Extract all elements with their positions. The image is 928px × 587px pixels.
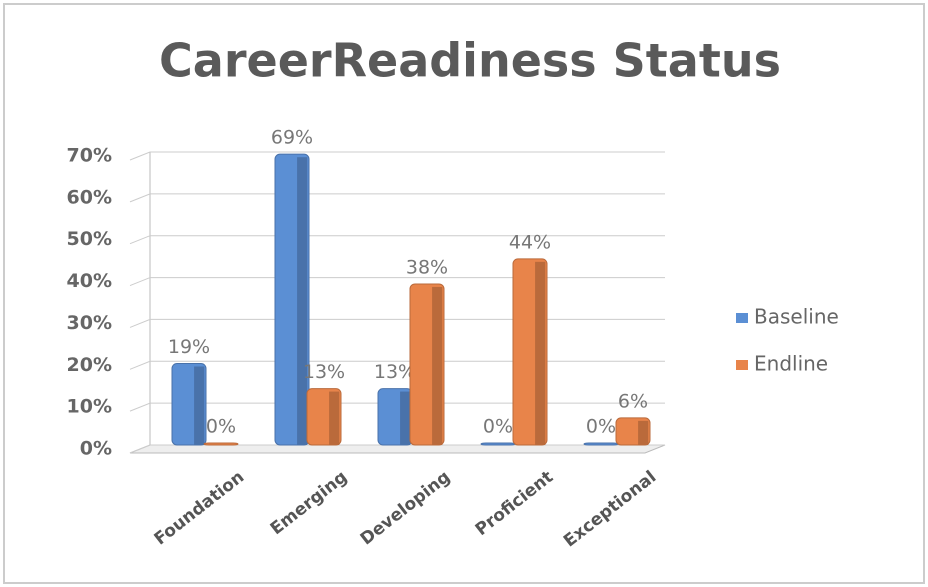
chart-title: CareerReadiness Status <box>159 34 781 88</box>
grid-line <box>129 193 665 203</box>
value-label: 44% <box>509 231 551 253</box>
legend-swatch <box>736 313 748 323</box>
value-label: 0% <box>586 416 616 438</box>
value-label: 69% <box>271 127 313 149</box>
bar-shade <box>329 391 340 445</box>
bar-shade <box>432 286 443 445</box>
bar <box>583 442 619 446</box>
value-label: 0% <box>206 416 236 438</box>
floor <box>129 444 666 454</box>
legend-label: Endline <box>754 352 828 376</box>
y-tick-label: 10% <box>67 396 112 418</box>
y-tick-label: 50% <box>67 228 112 250</box>
value-label: 19% <box>168 336 210 358</box>
value-label: 13% <box>303 361 345 383</box>
y-tick-label: 70% <box>67 145 112 167</box>
y-tick-label: 20% <box>67 354 112 376</box>
grid-line <box>129 235 665 245</box>
value-label: 13% <box>374 361 416 383</box>
grid-line <box>129 151 665 161</box>
grid-line <box>129 318 665 328</box>
frame <box>3 3 925 584</box>
bar-shade <box>194 366 205 445</box>
grid-line <box>129 402 665 412</box>
bar-shade <box>400 391 411 445</box>
legend-label: Baseline <box>754 305 839 329</box>
value-label: 6% <box>618 390 648 412</box>
y-tick-label: 30% <box>67 312 112 334</box>
bar <box>480 442 516 446</box>
y-tick-label: 60% <box>67 186 112 208</box>
value-label: 0% <box>483 416 513 438</box>
grid-line <box>129 277 665 287</box>
grid-line <box>129 360 665 370</box>
bar <box>203 442 239 446</box>
y-tick-label: 40% <box>67 270 112 292</box>
legend-swatch <box>736 360 748 370</box>
bar-shade <box>638 420 649 445</box>
y-tick-label: 0% <box>80 438 112 460</box>
bar-shade <box>297 157 308 445</box>
value-label: 38% <box>406 256 448 278</box>
bar-shade <box>535 261 546 445</box>
